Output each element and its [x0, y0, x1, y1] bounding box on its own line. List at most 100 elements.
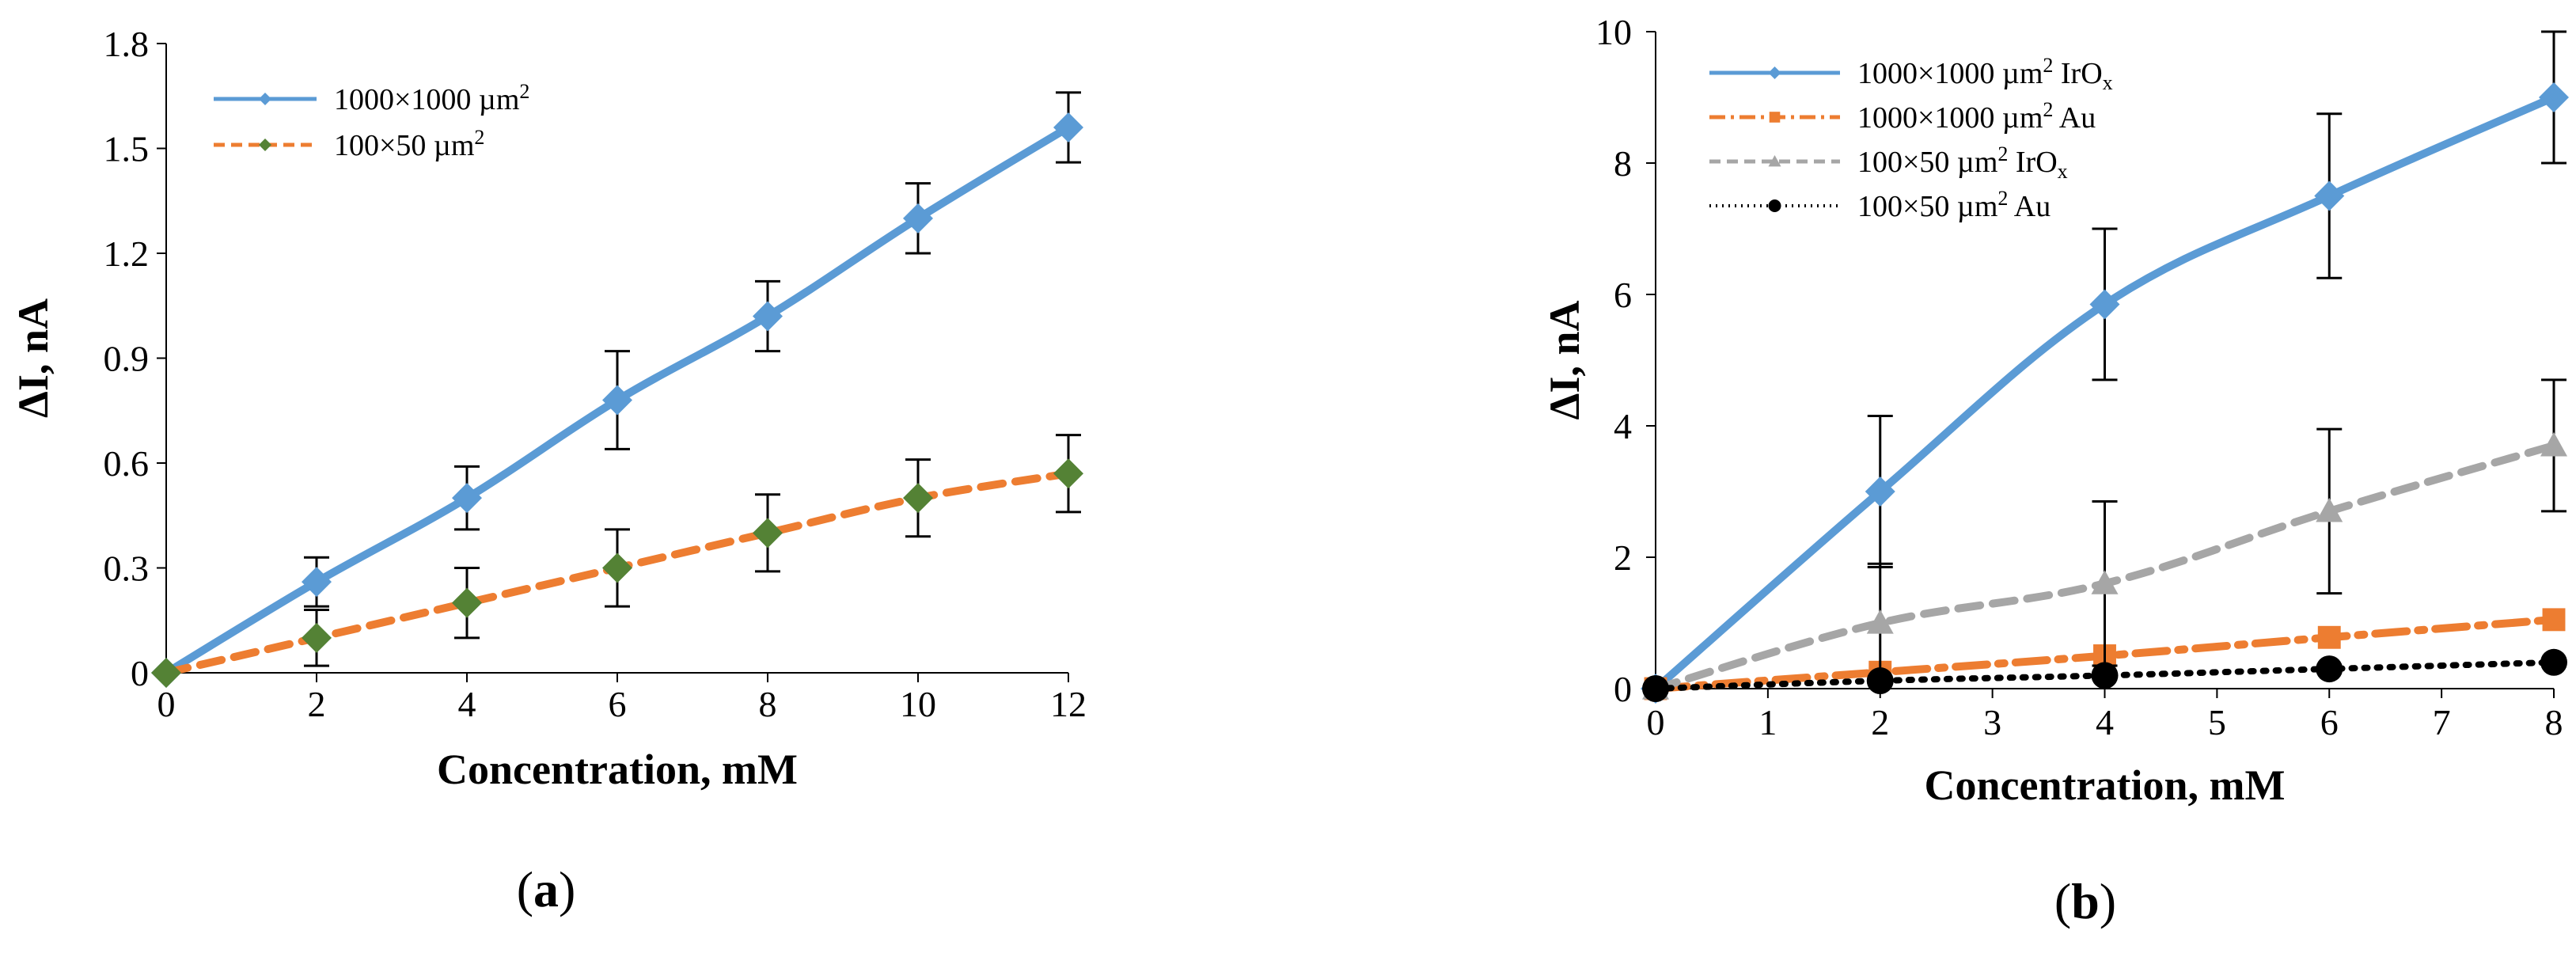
panel-b-data-point: [1642, 675, 1669, 702]
panel-b-x-tick-label: 0: [1647, 702, 1665, 742]
panel-a-x-tick-label: 12: [1050, 684, 1087, 724]
panel-b-data-point: [2316, 497, 2343, 522]
legend-label-sup: 2: [1997, 187, 2008, 210]
panel-label-paren: ): [2100, 873, 2116, 929]
panel-a-y-tick-label: 1.8: [104, 24, 150, 64]
legend-label-suffix: Au: [2053, 101, 2096, 135]
panel-b-data-point: [2091, 570, 2119, 594]
panel-a-x-tick-label: 0: [157, 684, 176, 724]
panel-a-series-1: [151, 91, 1083, 688]
legend-label-sup: 2: [2043, 54, 2053, 77]
legend-label-sub: x: [2103, 71, 2113, 94]
panel-b-series-4: [1642, 648, 2567, 702]
panel-a-data-point: [753, 301, 783, 332]
panel-a-y-axis-label: ΔI, nA: [9, 298, 57, 418]
panel-a-x-tick-label: 4: [458, 684, 476, 724]
panel-b-legend-entry: 1000×1000 µm2 Au: [1709, 98, 2096, 135]
panel-b-y-tick-label: 10: [1595, 12, 1632, 52]
panel-a-data-point: [452, 483, 482, 514]
panel-a-data-point: [302, 567, 332, 598]
panel-a-legend-entry: 1000×1000 µm2: [214, 80, 529, 116]
legend-label-text: 100×50 µm: [1857, 146, 1997, 179]
legend-swatch-marker: [1768, 155, 1781, 167]
panel-b-x-tick-label: 6: [2320, 702, 2339, 742]
legend-swatch-marker: [259, 93, 271, 105]
legend-label: 1000×1000 µm2 Au: [1857, 98, 2096, 135]
panel-a-y-tick-label: 0: [131, 653, 149, 693]
panel-a-y-tick-label: 0.6: [104, 443, 150, 484]
panel-a-y-tick-label: 1.2: [104, 234, 150, 274]
panel-b-x-tick-label: 1: [1758, 702, 1777, 742]
legend-label-text: 1000×1000 µm: [1857, 101, 2043, 135]
panel-a-data-point: [903, 203, 933, 234]
legend-label-suffix: IrO: [2008, 146, 2057, 179]
panel-a-y-tick-label: 1.5: [104, 129, 150, 169]
panel-b-data-point: [1866, 667, 1894, 695]
panel-b-x-tick-label: 4: [2096, 702, 2114, 742]
panel-a-label: (a): [517, 861, 576, 917]
panel-b-y-tick-label: 2: [1614, 537, 1632, 578]
legend-label-sup: 2: [1997, 142, 2008, 165]
panel-b-data-point: [2540, 431, 2567, 457]
legend-label: 100×50 µm2: [334, 126, 484, 162]
legend-label: 1000×1000 µm2: [334, 80, 529, 116]
panel-a-x-tick-label: 2: [308, 684, 326, 724]
panel-a-data-point: [753, 518, 783, 549]
panel-a-data-point: [903, 483, 933, 514]
legend-label-sup: 2: [2043, 98, 2053, 121]
panel-a-data-point: [151, 658, 181, 688]
panel-b-legend-entry: 1000×1000 µm2 IrOx: [1709, 54, 2113, 94]
panel-b-y-tick-label: 6: [1614, 275, 1632, 315]
panel-a-series-2: [151, 434, 1083, 688]
panel-label-letter: b: [2071, 873, 2100, 929]
legend-label-text: 1000×1000 µm: [1857, 57, 2043, 90]
panel-b-data-point: [2091, 662, 2119, 689]
panel-a-data-point: [602, 385, 632, 416]
panel-b-data-point: [2542, 608, 2566, 632]
panel-a-data-point: [1053, 112, 1083, 142]
panel-b-legend-entry: 100×50 µm2 Au: [1709, 187, 2051, 223]
panel-b-data-point: [2316, 655, 2343, 683]
panel-b-label: (b): [2054, 873, 2116, 929]
panel-b-x-tick-label: 2: [1871, 702, 1889, 742]
legend-swatch-marker: [1769, 112, 1781, 123]
legend-label-sup: 2: [474, 126, 484, 149]
legend-swatch-marker: [1768, 199, 1781, 212]
legend-label: 1000×1000 µm2 IrOx: [1857, 54, 2113, 94]
panel-b-y-tick-label: 8: [1614, 143, 1632, 184]
panel-label-letter: a: [533, 861, 559, 917]
panel-b-data-point: [1866, 609, 1894, 634]
legend-label-text: 100×50 µm: [1857, 190, 1997, 223]
panel-label-paren: ): [559, 861, 575, 917]
panel-b-y-tick-label: 4: [1614, 406, 1632, 446]
panel-label-paren: (: [517, 861, 533, 917]
panel-b-series-line: [1652, 93, 2558, 693]
chart-panel-a: 0 2 4 6 8 10 12 0 0.3 0.6 0.9 1.2 1.5 1.8 Concentratio…: [9, 24, 1087, 917]
legend-label-suffix: Au: [2008, 190, 2051, 223]
panel-b-legend-entry: 100×50 µm2 IrOx: [1709, 142, 2068, 183]
panel-b-data-point: [2540, 648, 2567, 676]
panel-b-data-point: [2314, 180, 2345, 211]
legend-label: 100×50 µm2 IrOx: [1857, 142, 2068, 183]
panel-b-series-1: [1641, 30, 2569, 704]
panel-a-x-tick-label: 8: [759, 684, 777, 724]
legend-label-text: 1000×1000 µm: [334, 83, 519, 116]
panel-a-x-tick-label: 10: [900, 684, 936, 724]
legend-swatch-marker: [259, 139, 271, 151]
legend-label-suffix: IrO: [2053, 57, 2102, 90]
panel-b-data-point: [2539, 82, 2569, 112]
panel-b-x-tick-label: 8: [2545, 702, 2563, 742]
legend-label-sup: 2: [519, 80, 529, 103]
panel-a-data-point: [452, 587, 482, 618]
panel-a-y-tick-label: 0.9: [104, 339, 150, 379]
panel-b-x-tick-label: 3: [1983, 702, 2001, 742]
panel-a-y-tick-label: 0.3: [104, 549, 150, 589]
panel-a-legend-entry: 100×50 µm2: [214, 126, 484, 162]
panel-b-data-point: [2089, 289, 2120, 320]
panel-b-x-tick-label: 7: [2433, 702, 2451, 742]
panel-a-data-point: [1053, 458, 1083, 489]
panel-label-paren: (: [2054, 873, 2071, 929]
legend-label: 100×50 µm2 Au: [1857, 187, 2051, 223]
legend-label-sub: x: [2058, 160, 2068, 183]
